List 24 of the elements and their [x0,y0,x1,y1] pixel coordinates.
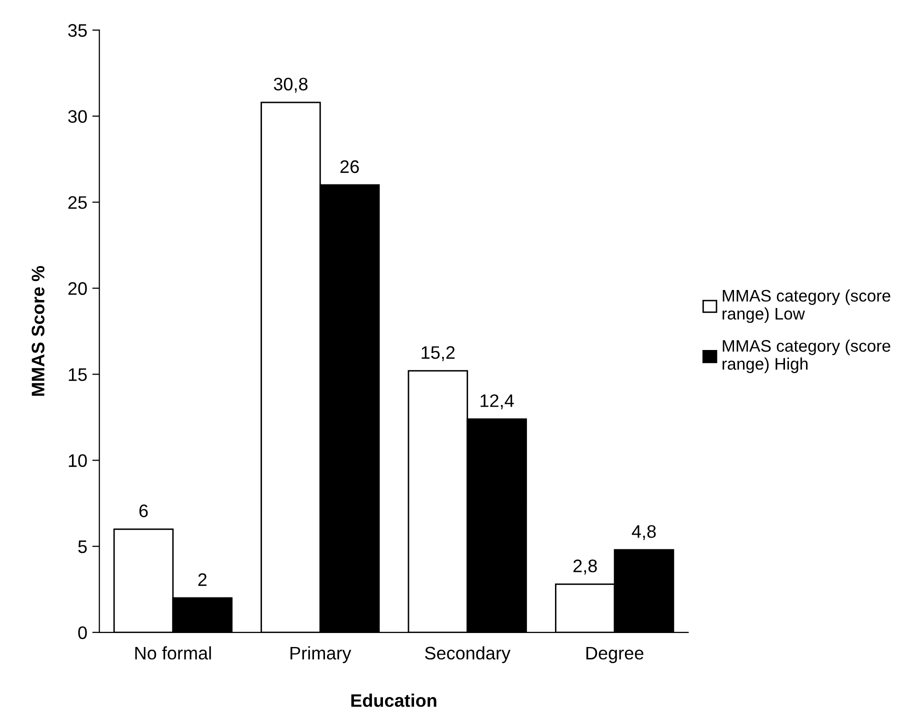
data-label: 2,8 [573,560,597,574]
y-tick-label: 25 [68,196,87,209]
y-tick-label: 20 [68,282,87,295]
x-tick-label: Degree [586,646,644,664]
x-tick-label: Primary [290,646,352,664]
data-label: 4,8 [632,525,656,540]
data-label: 15,2 [422,346,455,362]
y-axis-title: MMAS Score % [32,266,44,396]
x-axis-title: Education [351,694,436,707]
x-tick-label: No formal [135,646,211,660]
y-tick-label: 5 [78,540,87,554]
data-label: 12,4 [480,394,514,410]
y-tick-label: 0 [78,626,87,640]
data-label: 30,8 [274,78,308,93]
y-tick-label: 15 [68,368,87,381]
y-tick-label: 10 [68,454,87,468]
y-tick-label: 30 [68,110,87,123]
y-tick-label: 35 [68,24,87,37]
data-label: 26 [340,160,359,174]
data-label: 2 [198,573,207,586]
legend-label: MMAS category (score range) Low [722,289,890,323]
data-label: 6 [139,504,148,518]
x-tick-label: Secondary [425,646,510,664]
legend-label: MMAS category (score range) High [722,340,890,374]
